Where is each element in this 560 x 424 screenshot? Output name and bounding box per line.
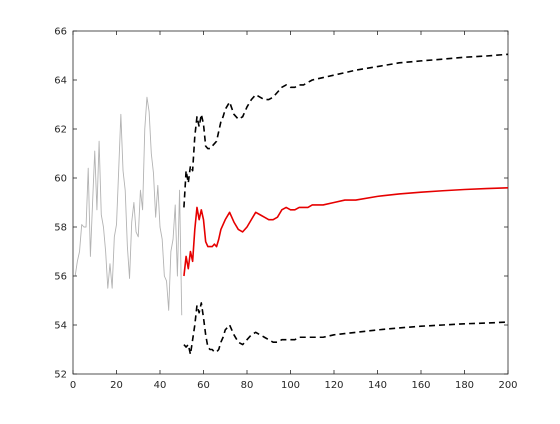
x-tick-label-200: 200 — [498, 380, 517, 391]
y-tick-label-56: 56 — [54, 272, 67, 283]
y-tick-label-60: 60 — [54, 174, 67, 185]
x-tick-label-160: 160 — [411, 380, 430, 391]
axis-layer: 0 20 40 60 80 100 120 140 160 180 200 52 54 56 58 60 62 6… — [54, 27, 517, 392]
x-tick-label-100: 100 — [281, 380, 300, 391]
y-tick-label-66: 66 — [54, 27, 67, 38]
y-tick-label-52: 52 — [54, 370, 67, 381]
series-layer — [74, 53, 509, 356]
y-tick-label-64: 64 — [54, 76, 67, 87]
x-tick-label-120: 120 — [324, 380, 343, 391]
x-tick-label-80: 80 — [241, 380, 254, 391]
x-tick-label-180: 180 — [455, 380, 474, 391]
series-line-observed — [74, 96, 183, 316]
x-tick-label-60: 60 — [197, 380, 210, 391]
series-line-lower-bound — [183, 302, 509, 356]
x-tick-label-0: 0 — [70, 380, 76, 391]
y-tick-label-58: 58 — [54, 223, 67, 234]
y-tick-label-54: 54 — [54, 321, 67, 332]
series-line-forecast — [183, 187, 509, 277]
x-tick-label-40: 40 — [154, 380, 167, 391]
series-line-upper-bound — [183, 53, 509, 208]
plot-area — [72, 30, 509, 375]
x-tick-label-20: 20 — [110, 380, 123, 391]
x-tick-label-140: 140 — [368, 380, 387, 391]
y-tick-label-62: 62 — [54, 125, 67, 136]
